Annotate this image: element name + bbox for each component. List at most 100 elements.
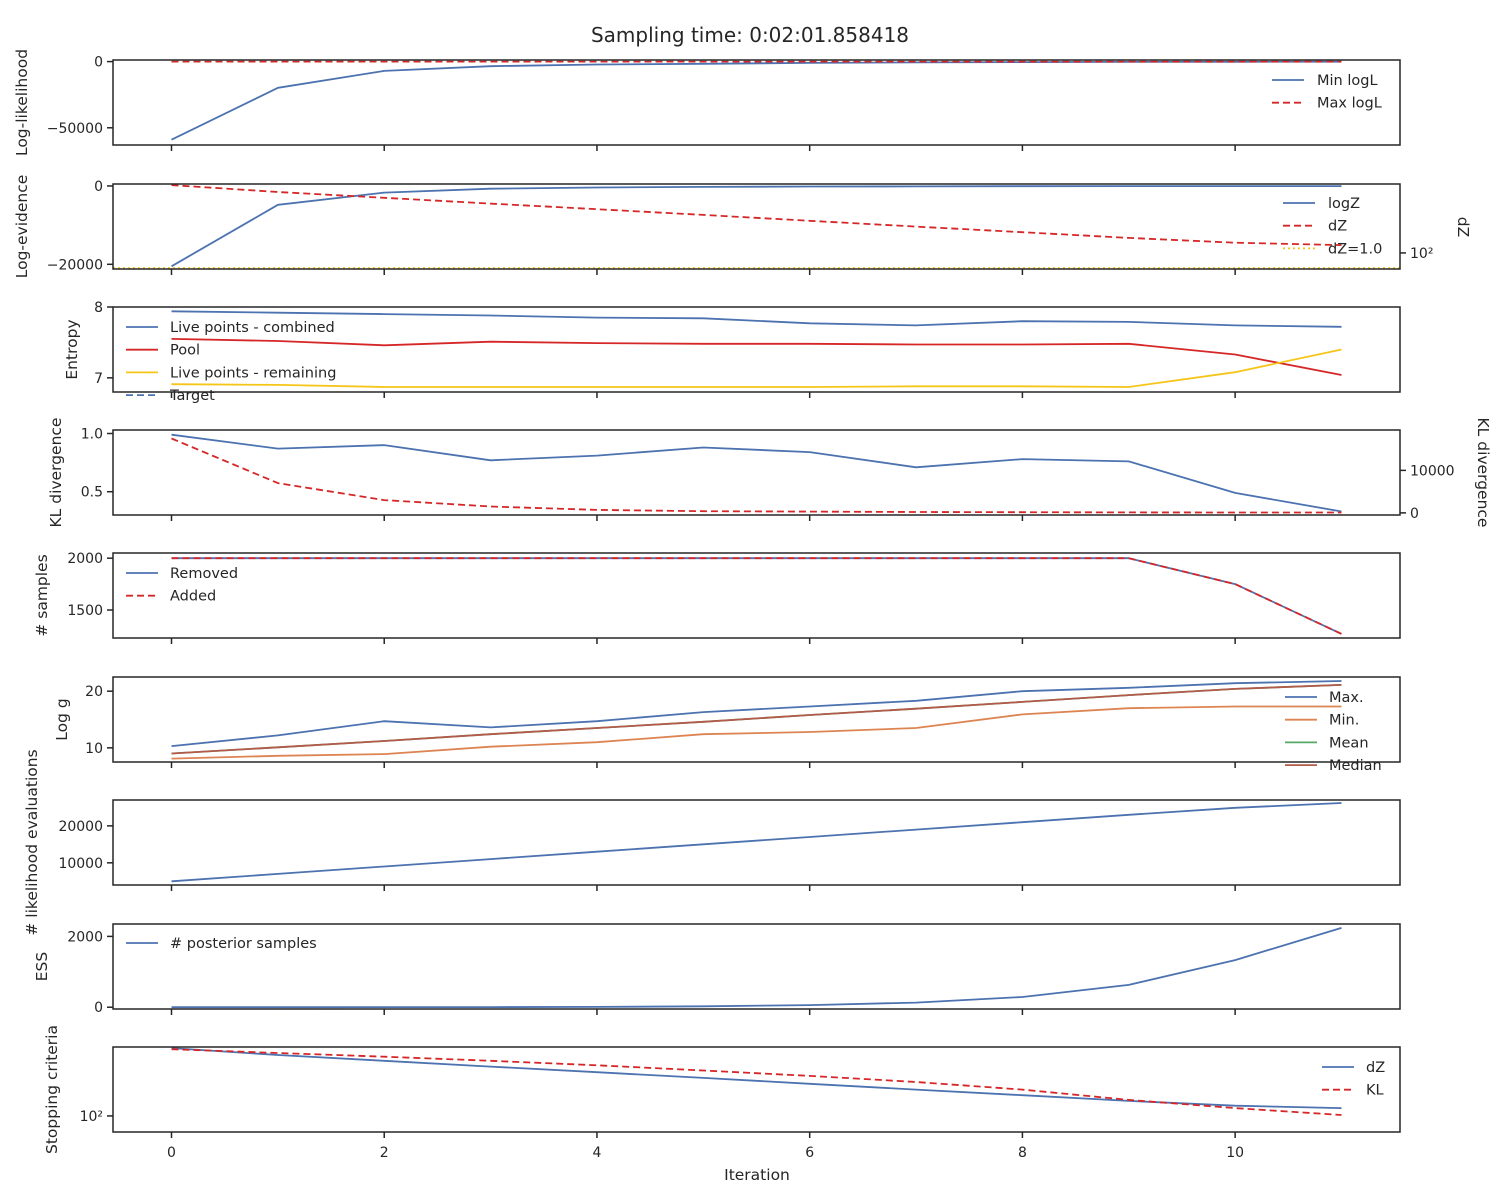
series-line-2 [171, 437, 1342, 514]
subplot-6: 20 10 Log g Max. Min. Mean Median [53, 676, 1401, 774]
series-group [171, 310, 1342, 388]
right-y-axis-label: dZ [1454, 217, 1472, 237]
figure-title: Sampling time: 0:02:01.858418 [591, 23, 909, 47]
y-tick-label: 2000 [67, 551, 103, 567]
y-tick-label: 10² [80, 1109, 103, 1125]
legend-label: Max logL [1317, 96, 1382, 112]
y-axis-label: # likelihood evaluations [23, 749, 41, 935]
axes-frame [112, 799, 1401, 886]
y-tick-label: 10 [85, 741, 103, 757]
subplot-5: 2000 1500 # samples Removed Added [33, 551, 1401, 644]
y-tick-label: 2000 [67, 929, 103, 945]
y-tick-label: 7 [94, 371, 103, 387]
right-y-tick-label: 10² [1410, 246, 1433, 262]
y-tick-label: 8 [94, 300, 103, 316]
y-axis-label: Entropy [63, 319, 81, 379]
series-group [171, 557, 1342, 635]
legend-label: Median [1329, 758, 1382, 774]
axes-frame [112, 1046, 1401, 1133]
x-tick-label: 6 [805, 1145, 814, 1161]
y-axis-label: # samples [33, 554, 51, 636]
legend: Max. Min. Mean Median [1285, 690, 1382, 774]
legend: Min logL Max logL [1272, 73, 1382, 112]
series-line-1 [171, 433, 1342, 513]
series-line-dz [171, 184, 1342, 246]
legend-label: KL [1366, 1083, 1384, 1099]
right-y-tick-label: 0 [1410, 506, 1419, 522]
subplot-1: 0 −50000 Log-likelihood Min logL Max logL [13, 49, 1401, 156]
series-line-kl [171, 1048, 1342, 1116]
legend-label: Live points - combined [170, 320, 335, 336]
legend: dZ KL [1322, 1060, 1385, 1099]
legend-label: Mean [1329, 735, 1369, 751]
series-group [171, 433, 1342, 514]
y-tick-label: 1.0 [81, 426, 103, 442]
legend-label: dZ [1328, 219, 1347, 235]
legend-label: Removed [170, 566, 238, 582]
legend-label: Target [169, 388, 215, 404]
subplot-9: 10² 0 2 4 6 8 10 Stopping criteria dZ KL [43, 1025, 1401, 1161]
axes-frame [112, 676, 1401, 763]
y-tick-label: 1500 [67, 603, 103, 619]
legend-label: Min logL [1317, 73, 1378, 89]
legend-label: Live points - remaining [170, 365, 336, 381]
series-line-live-points-remaining [171, 348, 1342, 388]
x-tick-label: 0 [167, 1145, 176, 1161]
legend-label: Min. [1329, 713, 1359, 729]
subplot-7: 20000 10000 # likelihood evaluations [23, 749, 1401, 936]
y-axis-label: ESS [33, 952, 51, 981]
series-line-max- [171, 680, 1342, 747]
right-y-axis-label: KL divergence [1474, 418, 1492, 528]
subplot-8: 2000 0 ESS # posterior samples [33, 923, 1401, 1016]
axes-frame [112, 59, 1401, 146]
legend: Live points - combined Pool Live points - … [126, 320, 336, 404]
legend-label: Pool [170, 343, 200, 359]
series-group [171, 802, 1342, 883]
series-group [171, 680, 1342, 760]
y-tick-label: −50000 [47, 121, 103, 137]
x-tick-label: 8 [1018, 1145, 1027, 1161]
x-tick-label: 2 [380, 1145, 389, 1161]
series-line-removed [171, 557, 1342, 635]
legend: # posterior samples [126, 936, 317, 952]
y-tick-label: 0 [94, 55, 103, 71]
series-group [171, 927, 1342, 1009]
x-tick-label: 4 [592, 1145, 601, 1161]
y-tick-label: 20000 [58, 819, 103, 835]
y-axis-label: Log-likelihood [13, 49, 31, 156]
series-line-live-points-combined [171, 310, 1342, 328]
x-tick-label: 10 [1226, 1145, 1244, 1161]
y-axis-label: KL divergence [47, 418, 65, 528]
series-group [113, 184, 1400, 269]
series-line-dz [171, 1047, 1342, 1109]
series-line-median [171, 684, 1342, 755]
subplot-4: 1.0 0.5 10000 0 KL divergence KL divergence [47, 418, 1492, 528]
legend-label: Max. [1329, 690, 1364, 706]
y-axis-label: Log-evidence [13, 175, 31, 279]
series-line-logz [171, 185, 1342, 268]
legend-label: dZ=1.0 [1328, 241, 1382, 257]
y-tick-label: 20 [85, 684, 103, 700]
series-line--posterior-samples [171, 927, 1342, 1009]
series-group [171, 60, 1342, 141]
y-tick-label: 10000 [58, 856, 103, 872]
series-line-1 [171, 802, 1342, 883]
legend-label: dZ [1366, 1060, 1385, 1076]
legend-label: # posterior samples [170, 936, 317, 952]
legend: logZ dZ dZ=1.0 [1283, 196, 1382, 257]
subplot-2: 0 −20000 10² Log-evidence dZ logZ dZ dZ=1.0 [13, 175, 1472, 279]
legend-label: Added [170, 589, 216, 605]
axes-frame [112, 429, 1401, 516]
x-axis-label: Iteration [724, 1166, 790, 1184]
axes-frame [112, 306, 1401, 393]
axes-frame [112, 923, 1401, 1010]
y-axis-label: Log g [53, 698, 71, 740]
axes-frame [112, 183, 1401, 270]
y-tick-label: 0 [94, 1000, 103, 1016]
series-line-pool [171, 338, 1342, 376]
series-line-min-logl [171, 60, 1342, 141]
y-tick-label: 0 [94, 179, 103, 195]
legend-label: logZ [1328, 196, 1360, 212]
